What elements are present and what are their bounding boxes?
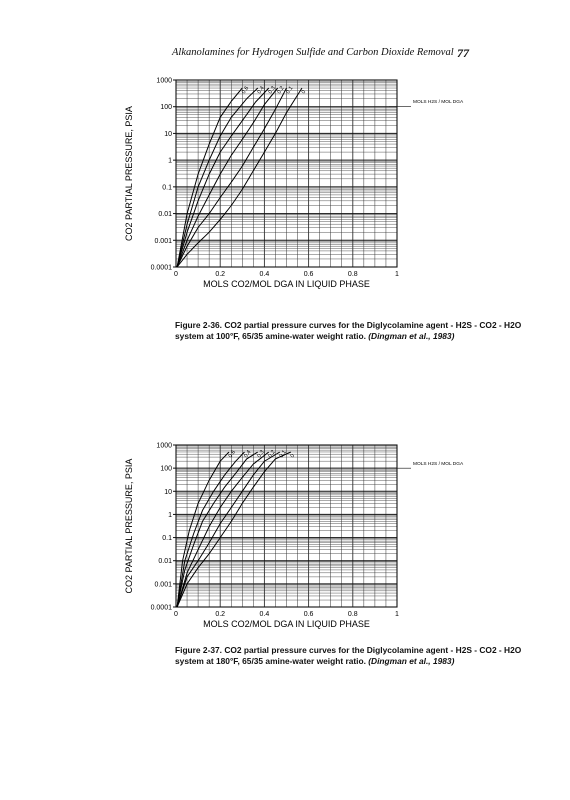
y-tick-label: 0.0001 xyxy=(151,605,173,612)
page-number: 77 xyxy=(457,46,469,60)
y-tick-label: 0.01 xyxy=(158,211,172,218)
series-line xyxy=(176,451,230,608)
legend-label: MOLS H2S / MOL DGA xyxy=(413,99,464,105)
x-tick-label: 0.2 xyxy=(215,611,225,618)
y-tick-label: 10 xyxy=(164,489,172,496)
series-label: 0.6 xyxy=(228,449,237,459)
y-tick-label: 1 xyxy=(168,158,172,165)
series-label: 0.1 xyxy=(285,85,294,95)
figure-2-37-caption: Figure 2-37. CO2 partial pressure curves… xyxy=(175,645,522,667)
x-tick-label: 0 xyxy=(174,611,178,618)
series-line xyxy=(176,87,270,268)
y-tick-label: 0.1 xyxy=(162,184,172,191)
y-tick-label: 100 xyxy=(160,104,172,111)
x-tick-label: 0.4 xyxy=(260,611,270,618)
y-tick-label: 1000 xyxy=(156,78,172,85)
caption-line: system at 180°F, 65/35 amine-water weigh… xyxy=(175,656,366,666)
series-line xyxy=(176,451,259,608)
x-tick-label: 0.8 xyxy=(348,271,358,278)
y-tick-label: 0.01 xyxy=(158,558,172,565)
caption-line: Figure 2-37. CO2 partial pressure curves… xyxy=(175,645,522,655)
caption-line-2: system at 100°F, 65/35 amine-water weigh… xyxy=(175,331,475,342)
x-tick-label: 0.6 xyxy=(304,271,314,278)
y-tick-label: 100 xyxy=(160,466,172,473)
caption-line-2: system at 180°F, 65/35 amine-water weigh… xyxy=(175,656,475,667)
series-line xyxy=(176,451,245,608)
running-head: Alkanolamines for Hydrogen Sulfide and C… xyxy=(0,46,570,63)
series-line xyxy=(176,87,259,268)
plot-frame xyxy=(175,444,398,608)
y-tick-label: 1000 xyxy=(156,443,172,450)
y-axis-label: CO2 PARTIAL PRESSURE, PSIA xyxy=(124,106,134,241)
x-tick-label: 1 xyxy=(395,611,399,618)
caption-line: Figure 2-36. CO2 partial pressure curves… xyxy=(175,320,522,330)
series-label: 0.2 xyxy=(276,85,285,95)
x-tick-label: 1 xyxy=(395,271,399,278)
x-axis-label: MOLS CO2/MOL DGA IN LIQUID PHASE xyxy=(203,619,370,629)
caption-line: system at 100°F, 65/35 amine-water weigh… xyxy=(175,331,366,341)
y-tick-label: 0.001 xyxy=(154,238,172,245)
x-tick-label: 0.4 xyxy=(260,271,270,278)
x-tick-label: 0.6 xyxy=(304,611,314,618)
y-tick-label: 0.0001 xyxy=(151,265,173,272)
series-label: 0.3 xyxy=(256,449,265,459)
x-tick-label: 0.8 xyxy=(348,611,358,618)
x-tick-label: 0.2 xyxy=(215,271,225,278)
series-line xyxy=(176,451,270,608)
series-line xyxy=(176,451,281,608)
running-title: Alkanolamines for Hydrogen Sulfide and C… xyxy=(172,47,454,58)
series-label: 0.2 xyxy=(268,449,277,459)
series-line xyxy=(176,87,303,268)
x-axis-label: MOLS CO2/MOL DGA IN LIQUID PHASE xyxy=(203,279,370,289)
legend-label: MOLS H2S / MOL DGA xyxy=(413,461,464,467)
series-label: 0.3 xyxy=(268,85,277,95)
series-line xyxy=(176,87,287,268)
plot-frame xyxy=(175,79,398,268)
figure-2-36-caption: Figure 2-36. CO2 partial pressure curves… xyxy=(175,320,522,342)
series-label: 0 xyxy=(301,89,308,95)
caption-citation: (Dingman et al., 1983) xyxy=(368,331,455,341)
series-line xyxy=(176,87,243,268)
caption-citation: (Dingman et al., 1983) xyxy=(368,656,455,666)
series-label: 0.6 xyxy=(241,85,250,95)
y-tick-label: 0.1 xyxy=(162,535,172,542)
x-tick-label: 0 xyxy=(174,271,178,278)
series-line xyxy=(176,451,292,608)
y-tick-label: 10 xyxy=(164,131,172,138)
series-line xyxy=(176,87,279,268)
series-label: 0.1 xyxy=(279,449,288,459)
y-axis-label: CO2 PARTIAL PRESSURE, PSIA xyxy=(124,459,134,594)
series-label: 0 xyxy=(290,453,297,459)
y-tick-label: 0.001 xyxy=(154,581,172,588)
series-label: 0.4 xyxy=(256,85,265,95)
series-label: 0.4 xyxy=(243,449,252,459)
y-tick-label: 1 xyxy=(168,512,172,519)
